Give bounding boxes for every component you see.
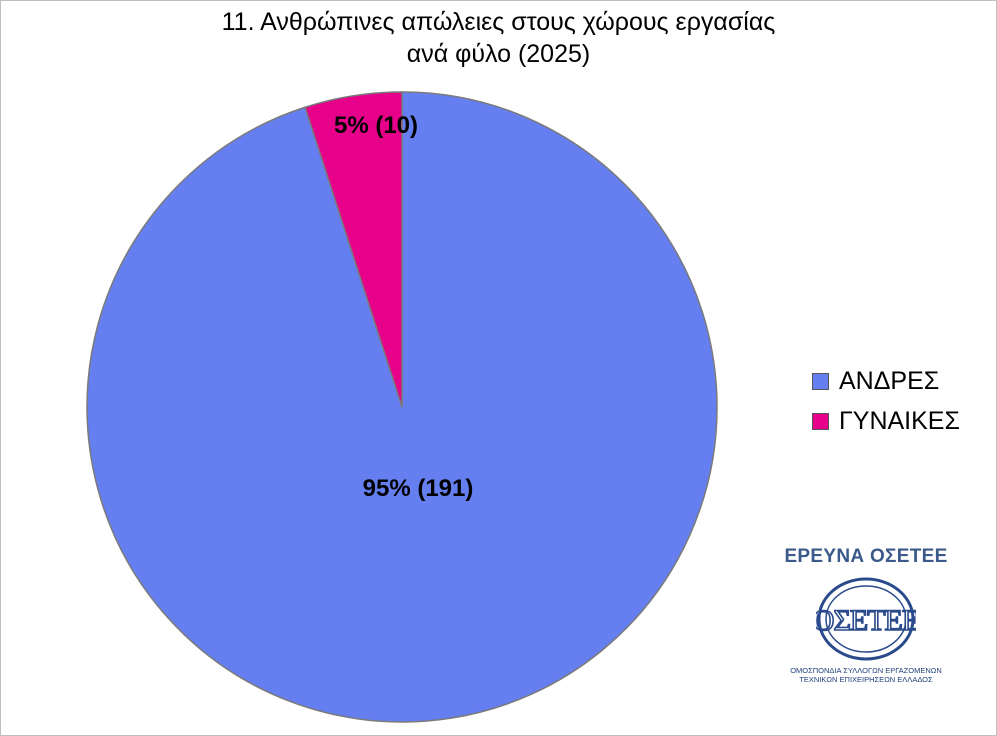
legend-item-men[interactable]: ΑΝΔΡΕΣ [812, 364, 960, 398]
chart-title: 11. Ανθρώπινες απώλειες στους χώρους εργ… [0, 6, 997, 70]
legend-label-men: ΑΝΔΡΕΣ [839, 366, 940, 395]
pie-slice-women[interactable] [304, 91, 403, 408]
brand-caption-line-1: ΟΜΟΣΠΟΝΔΙΑ ΣΥΛΛΟΓΩΝ ΕΡΓΑΖΟΜΕΝΩΝ [790, 666, 942, 675]
data-label-men: 95% (191) [363, 475, 474, 502]
legend-swatch-women [812, 412, 829, 430]
legend-label-women: ΓΥΝΑΙΚΕΣ [839, 406, 960, 435]
svg-text:ΟΣΕΤΕΕ: ΟΣΕΤΕΕ [816, 604, 916, 637]
osetee-logo-icon: ΟΣΕΤΕΕ [816, 577, 916, 661]
data-label-women: 5% (10) [334, 112, 418, 139]
legend: ΑΝΔΡΕΣ ΓΥΝΑΙΚΕΣ [812, 364, 960, 444]
chart-title-line-2: ανά φύλο (2025) [406, 40, 591, 68]
brand-caption-line-2: ΤΕΧΝΙΚΩΝ ΕΠΙΧΕΙΡΗΣΕΩΝ ΕΛΛΑΔΟΣ [799, 675, 933, 684]
brand-block: ΕΡΕΥΝΑ ΟΣΕΤΕΕ ΟΣΕΤΕΕ ΟΜΟΣΠΟΝΔΙΑ ΣΥΛΛΟΓΩΝ… [780, 546, 952, 684]
brand-heading: ΕΡΕΥΝΑ ΟΣΕΤΕΕ [784, 546, 948, 567]
legend-swatch-men [812, 372, 829, 390]
brand-caption: ΟΜΟΣΠΟΝΔΙΑ ΣΥΛΛΟΓΩΝ ΕΡΓΑΖΟΜΕΝΩΝ ΤΕΧΝΙΚΩΝ… [780, 666, 952, 684]
chart-title-line-1: 11. Ανθρώπινες απώλειες στους χώρους εργ… [221, 8, 776, 36]
legend-item-women[interactable]: ΓΥΝΑΙΚΕΣ [812, 404, 960, 438]
